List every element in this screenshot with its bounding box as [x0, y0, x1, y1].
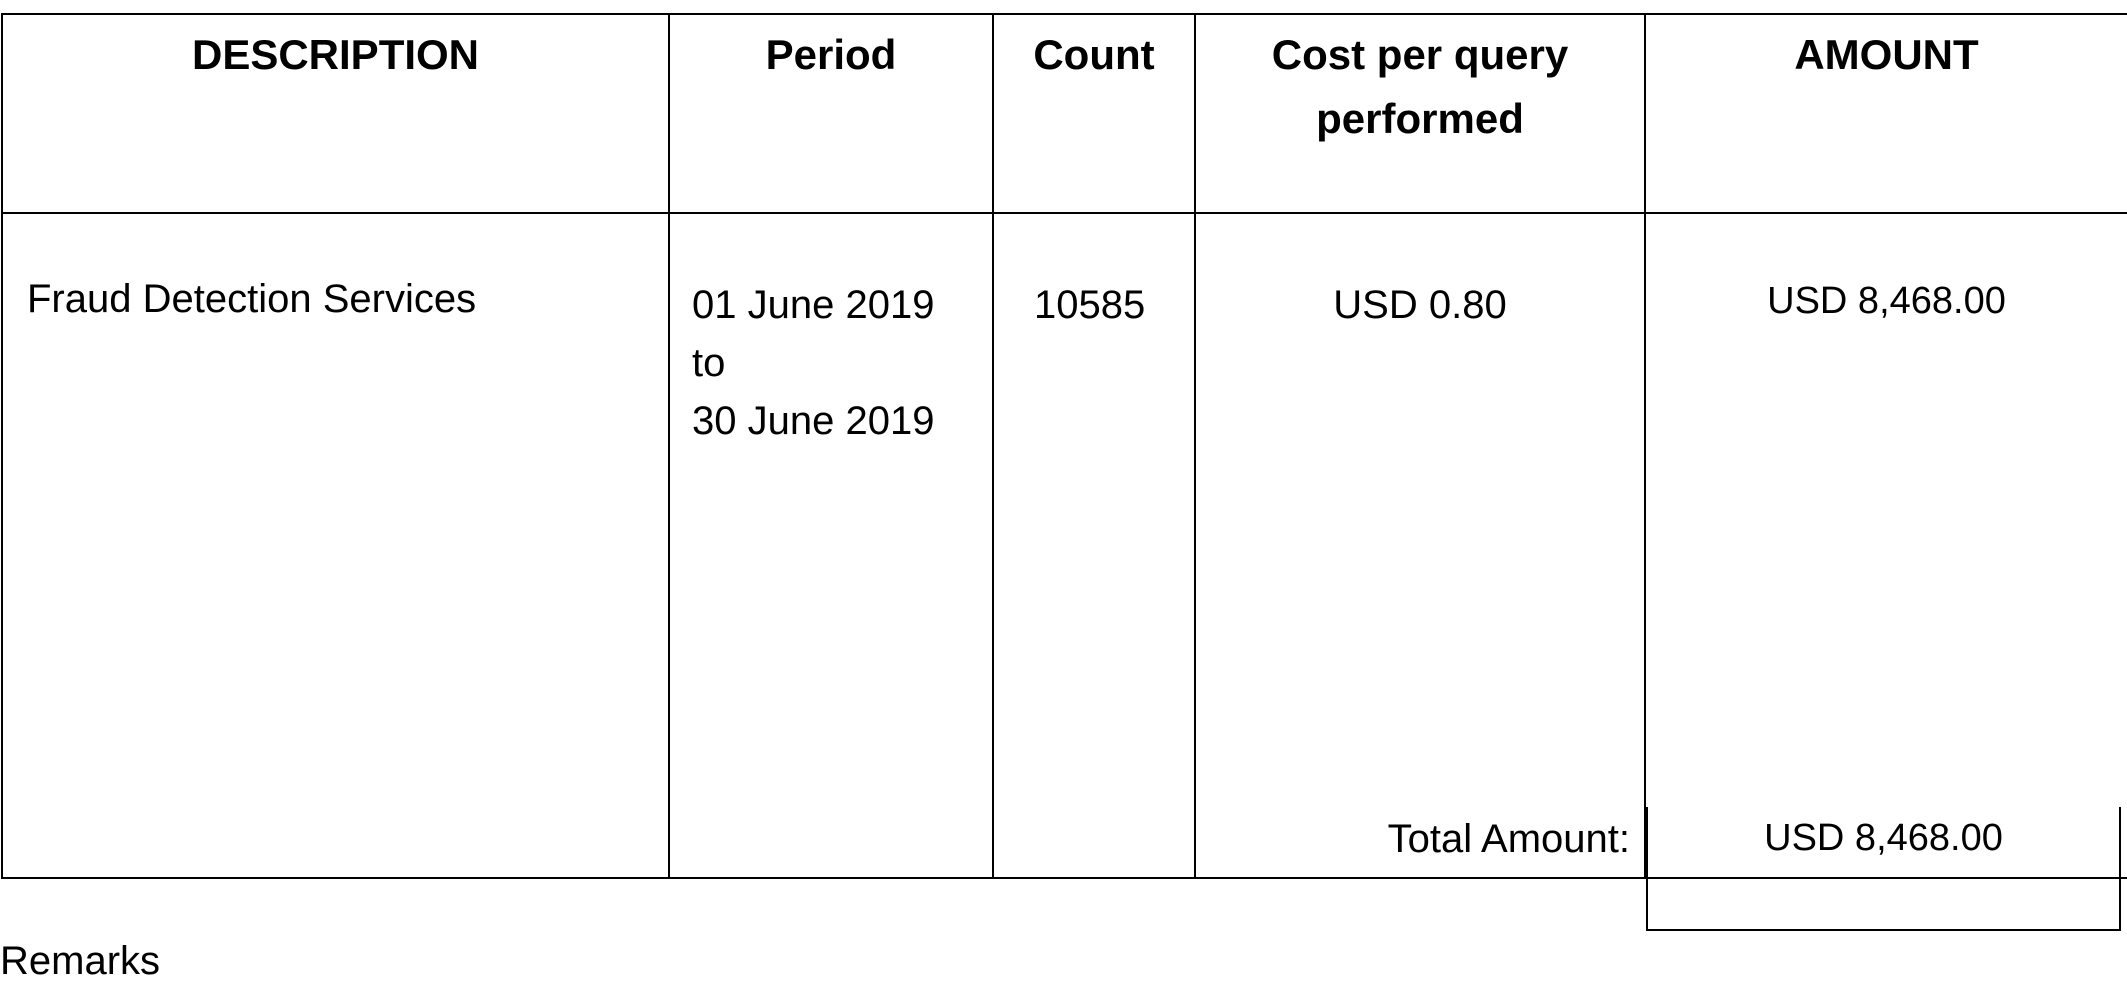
table-header-row: DESCRIPTION Period Count Cost per query … [2, 14, 2127, 213]
period-start: 01 June 2019 [692, 276, 992, 334]
cell-amount: USD 8,468.00 [1645, 213, 2127, 878]
remarks-label: Remarks [0, 932, 160, 990]
header-period: Period [669, 14, 993, 213]
header-amount: AMOUNT [1645, 14, 2127, 213]
period-to-word: to [692, 334, 992, 392]
period-end: 30 June 2019 [692, 392, 992, 450]
cell-cost-per-query: USD 0.80 [1195, 213, 1645, 878]
invoice-line-items-table: DESCRIPTION Period Count Cost per query … [1, 13, 2127, 879]
total-amount-value: USD 8,468.00 [1646, 807, 2121, 931]
total-amount-label: Total Amount: [1330, 810, 1630, 868]
table-row: Fraud Detection Services 01 June 2019 to… [2, 213, 2127, 878]
cell-count: 10585 [993, 213, 1195, 878]
cell-period: 01 June 2019 to 30 June 2019 [669, 213, 993, 878]
invoice-page: { "table": { "headers": { "description":… [0, 0, 2127, 954]
header-cost-per-query: Cost per query performed [1195, 14, 1645, 213]
header-description: DESCRIPTION [2, 14, 669, 213]
cell-description: Fraud Detection Services [2, 213, 669, 878]
header-count: Count [993, 14, 1195, 213]
